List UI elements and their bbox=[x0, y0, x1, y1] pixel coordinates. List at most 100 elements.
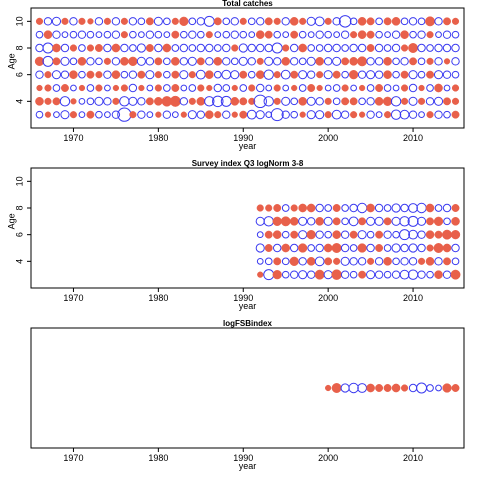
residual-bubble-negative bbox=[290, 230, 299, 239]
residual-bubble-negative bbox=[417, 257, 426, 265]
residual-bubble-positive bbox=[408, 83, 418, 93]
residual-bubble-positive bbox=[145, 30, 155, 39]
residual-bubble-positive bbox=[451, 243, 460, 253]
residual-bubble-positive bbox=[145, 70, 155, 80]
residual-bubble-positive bbox=[136, 43, 146, 53]
residual-bubble-negative bbox=[87, 18, 94, 25]
residual-bubble-negative bbox=[315, 57, 324, 66]
residual-bubble-negative bbox=[341, 57, 350, 66]
residual-bubble-negative bbox=[375, 230, 384, 239]
residual-bubble-positive bbox=[350, 84, 358, 92]
residual-bubble-positive bbox=[392, 230, 400, 239]
residual-bubble-negative bbox=[383, 17, 392, 26]
residual-bubble-negative bbox=[324, 97, 332, 105]
x-tick-label: 1980 bbox=[148, 453, 168, 463]
residual-bubble-positive bbox=[426, 44, 434, 52]
residual-bubble-negative bbox=[256, 204, 264, 212]
residual-bubble-positive bbox=[256, 43, 265, 53]
residual-bubble-positive bbox=[408, 203, 418, 213]
residual-bubble-negative bbox=[171, 17, 179, 25]
residual-bubble-negative bbox=[273, 204, 282, 212]
residual-bubble-negative bbox=[331, 243, 342, 253]
residual-bubble-positive bbox=[35, 30, 44, 39]
residual-bubble-negative bbox=[451, 204, 460, 212]
residual-bubble-positive bbox=[374, 70, 384, 79]
residual-bubble-positive bbox=[374, 270, 384, 279]
residual-bubble-positive bbox=[340, 256, 350, 266]
residual-bubble-positive bbox=[392, 70, 400, 79]
y-tick-label: 8 bbox=[14, 205, 24, 210]
residual-bubble-negative bbox=[314, 269, 325, 280]
residual-bubble-positive bbox=[332, 43, 341, 53]
residual-bubble-negative bbox=[433, 216, 444, 226]
residual-bubble-positive bbox=[298, 270, 308, 280]
residual-bubble-positive bbox=[383, 230, 392, 239]
residual-bubble-positive bbox=[366, 216, 376, 226]
residual-bubble-negative bbox=[451, 17, 460, 25]
residual-bubble-positive bbox=[349, 17, 358, 26]
residual-bubble-negative bbox=[426, 31, 434, 39]
residual-bubble-positive bbox=[392, 257, 400, 266]
residual-bubble-negative bbox=[206, 84, 213, 92]
residual-bubble-positive bbox=[340, 30, 350, 39]
chart-title: Survey index Q3 logNorm 3-8 bbox=[192, 159, 304, 168]
residual-bubble-negative bbox=[213, 57, 223, 66]
residual-bubble-positive bbox=[163, 57, 171, 66]
residual-bubble-positive bbox=[340, 270, 350, 279]
residual-bubble-positive bbox=[390, 109, 402, 120]
residual-bubble-positive bbox=[188, 44, 197, 52]
y-axis-label: Age bbox=[6, 53, 16, 69]
residual-bubble-negative bbox=[341, 97, 350, 106]
residual-bubble-positive bbox=[273, 57, 282, 66]
residual-bubble-positive bbox=[375, 30, 383, 39]
residual-bubble-positive bbox=[435, 31, 442, 39]
residual-bubble-positive bbox=[407, 215, 419, 227]
residual-bubble-positive bbox=[289, 243, 299, 253]
x-tick-label: 1980 bbox=[148, 133, 168, 143]
residual-bubble-positive bbox=[366, 70, 376, 80]
residual-bubble-negative bbox=[290, 204, 298, 212]
residual-bubble-positive bbox=[247, 43, 256, 53]
residual-bubble-negative bbox=[86, 110, 95, 119]
x-tick-label: 2000 bbox=[318, 293, 338, 303]
residual-bubble-negative bbox=[383, 70, 392, 79]
residual-bubble-negative bbox=[366, 30, 375, 39]
residual-bubble-negative bbox=[333, 257, 341, 265]
residual-bubble-negative bbox=[290, 30, 299, 39]
residual-bubble-negative bbox=[316, 84, 323, 92]
residual-bubble-positive bbox=[282, 84, 290, 92]
residual-bubble-positive bbox=[349, 257, 358, 266]
residual-bubble-negative bbox=[272, 216, 282, 226]
residual-bubble-positive bbox=[417, 70, 426, 79]
residual-bubble-positive bbox=[341, 70, 349, 79]
residual-bubble-positive bbox=[171, 44, 180, 52]
residual-bubble-positive bbox=[408, 110, 418, 119]
residual-bubble-positive bbox=[255, 110, 265, 120]
residual-bubble-positive bbox=[366, 97, 375, 106]
residual-bubble-positive bbox=[400, 17, 409, 26]
residual-bubble-negative bbox=[366, 17, 375, 26]
residual-bubble-negative bbox=[451, 84, 460, 92]
residual-bubble-negative bbox=[145, 17, 154, 26]
residual-bubble-positive bbox=[163, 31, 171, 39]
residual-bubble-positive bbox=[298, 57, 307, 66]
residual-bubble-negative bbox=[306, 203, 316, 213]
residual-bubble-negative bbox=[324, 17, 332, 25]
residual-bubble-negative bbox=[434, 230, 443, 239]
residual-bubble-positive bbox=[323, 57, 333, 66]
residual-bubble-positive bbox=[340, 230, 350, 239]
residual-bubble-negative bbox=[291, 84, 298, 92]
residual-bubble-positive bbox=[280, 69, 291, 80]
residual-bubble-positive bbox=[340, 383, 350, 393]
residual-bubble-negative bbox=[86, 44, 95, 52]
residual-bubble-positive bbox=[128, 70, 138, 79]
residual-bubble-positive bbox=[94, 96, 104, 106]
residual-bubble-negative bbox=[180, 111, 187, 118]
residual-bubble-positive bbox=[417, 57, 426, 66]
residual-bubble-positive bbox=[281, 270, 290, 279]
residual-bubble-negative bbox=[154, 71, 162, 79]
residual-bubble-positive bbox=[418, 111, 425, 119]
x-tick-label: 1970 bbox=[63, 453, 83, 463]
residual-bubble-positive bbox=[86, 84, 95, 92]
